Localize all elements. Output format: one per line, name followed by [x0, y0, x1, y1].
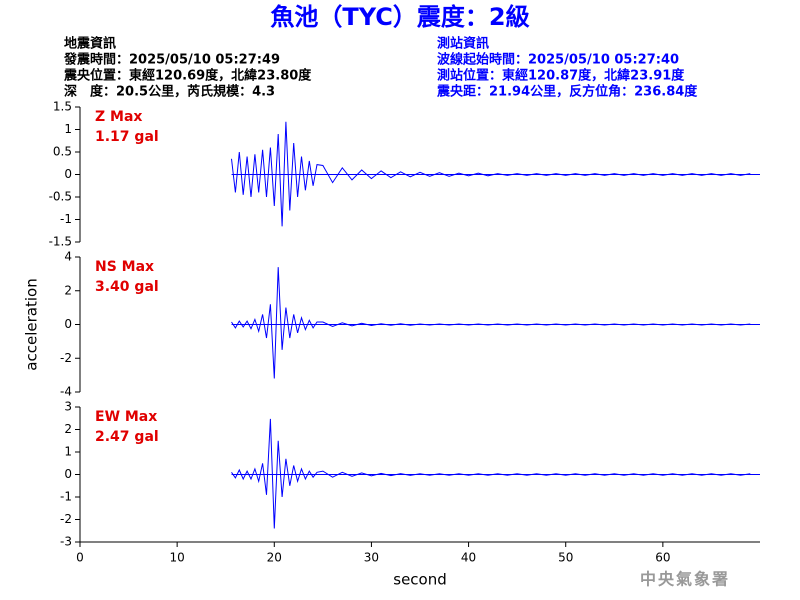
annotation: 2.47 gal	[95, 429, 159, 445]
y-tick-label: -2	[60, 351, 72, 365]
info-right: 波線起始時間：2025/05/10 05:27:40	[437, 52, 679, 68]
annotation: 1.17 gal	[95, 129, 159, 145]
y-tick-label: -1.5	[49, 235, 72, 249]
y-tick-label: 0	[64, 167, 72, 181]
info-left: 發震時間：2025/05/10 05:27:49	[63, 52, 280, 68]
annotation: EW Max	[95, 409, 157, 425]
footer: 中央氣象署	[640, 570, 730, 589]
y-tick-label: 0	[64, 317, 72, 331]
x-tick-label: 10	[170, 551, 185, 565]
y-tick-label: 2	[64, 283, 72, 297]
y-tick-label: 1.5	[53, 100, 72, 114]
waveform	[231, 267, 751, 379]
annotation: Z Max	[95, 109, 142, 125]
x-tick-label: 30	[364, 551, 379, 565]
info-right: 測站位置：東經120.87度，北緯23.91度	[437, 68, 685, 84]
y-tick-label: -0.5	[49, 190, 72, 204]
y-tick-label: -1	[60, 212, 72, 226]
chart-title: 魚池（TYC）震度：2級	[270, 3, 529, 31]
y-tick-label: 2	[64, 422, 72, 436]
info-left: 震央位置：東經120.69度，北緯23.80度	[63, 68, 312, 84]
info-right: 測站資訊	[437, 36, 489, 52]
y-tick-label: -1	[60, 490, 72, 504]
x-axis-label: second	[393, 571, 447, 589]
y-tick-label: -2	[60, 512, 72, 526]
y-tick-label: 1	[64, 445, 72, 459]
info-left: 地震資訊	[64, 36, 116, 52]
y-tick-label: 4	[64, 250, 72, 264]
info-right: 震央距：21.94公里，反方位角：236.84度	[436, 84, 698, 100]
y-tick-label: 0	[64, 467, 72, 481]
y-tick-label: 1	[64, 122, 72, 136]
annotation: NS Max	[95, 259, 154, 275]
waveform	[231, 121, 751, 227]
y-tick-label: -4	[60, 385, 72, 399]
x-tick-label: 50	[558, 551, 573, 565]
annotation: 3.40 gal	[95, 279, 159, 295]
info-left: 深 度：20.5公里，芮氏規模：4.3	[64, 84, 275, 100]
y-tick-label: -3	[60, 535, 72, 549]
waveform	[231, 418, 751, 529]
y-axis-label: acceleration	[23, 278, 41, 370]
x-tick-label: 20	[267, 551, 282, 565]
x-tick-label: 60	[655, 551, 670, 565]
x-tick-label: 40	[461, 551, 476, 565]
x-tick-label: 0	[76, 551, 84, 565]
y-tick-label: 0.5	[53, 145, 72, 159]
y-tick-label: 3	[64, 400, 72, 414]
